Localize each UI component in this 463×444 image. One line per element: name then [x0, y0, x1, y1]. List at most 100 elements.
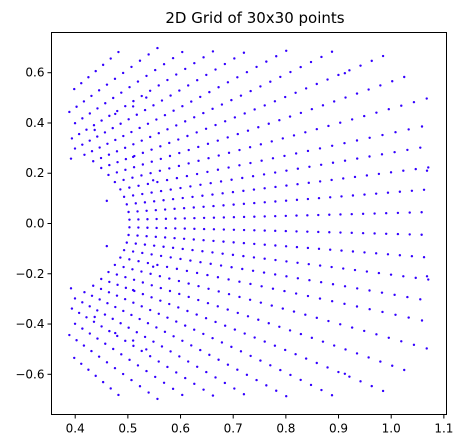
data-point [148, 89, 152, 93]
data-point [226, 363, 230, 366]
data-point [157, 360, 160, 363]
data-point [132, 143, 135, 146]
data-point [73, 147, 77, 150]
data-point [279, 75, 282, 79]
data-point [93, 128, 96, 132]
data-point [138, 59, 142, 62]
data-point [414, 276, 417, 280]
data-point [173, 207, 176, 211]
data-point [363, 114, 366, 118]
data-point [285, 49, 288, 52]
data-point [239, 350, 243, 353]
x-axis: 0.4 0.5 0.6 0.7 0.8 0.9 1.0 1.1 [66, 414, 453, 436]
data-point [257, 318, 260, 321]
data-point [308, 279, 311, 282]
data-point [370, 384, 373, 388]
data-point [420, 125, 424, 128]
data-point [246, 129, 250, 132]
data-point [259, 85, 262, 88]
data-point [284, 199, 288, 202]
data-point [309, 383, 313, 387]
data-point [137, 226, 140, 229]
data-point [206, 170, 209, 174]
data-point [163, 208, 167, 211]
data-point [150, 160, 153, 163]
data-point [137, 259, 140, 263]
data-point [253, 215, 256, 218]
data-point [281, 137, 284, 140]
data-point [343, 159, 347, 162]
data-point [407, 316, 410, 319]
data-point [223, 381, 227, 385]
data-point [270, 304, 273, 307]
data-point [403, 368, 406, 372]
data-point [154, 68, 157, 72]
data-point [148, 355, 152, 358]
data-point [159, 299, 162, 302]
y-axis: −0.6 −0.4 −0.2 0.0 0.2 0.4 0.6 [15, 66, 52, 381]
data-point [107, 270, 110, 274]
data-point [141, 163, 145, 166]
data-point [285, 395, 288, 398]
data-point [332, 100, 336, 103]
data-point [100, 166, 103, 170]
data-point [326, 78, 329, 81]
data-point [317, 196, 321, 200]
data-point [80, 362, 83, 365]
data-point [221, 192, 224, 195]
data-point [147, 53, 150, 56]
data-point [100, 119, 103, 122]
data-point [162, 381, 166, 385]
data-point [146, 226, 149, 229]
data-point [114, 112, 117, 116]
data-point [164, 217, 168, 221]
data-point [131, 176, 134, 179]
data-point [220, 103, 224, 106]
data-point [199, 95, 202, 99]
data-point [114, 331, 117, 335]
data-point [112, 347, 115, 351]
data-point [75, 339, 78, 342]
data-point [394, 131, 397, 134]
data-point [379, 360, 382, 363]
data-point [156, 46, 159, 50]
data-point [131, 155, 135, 159]
data-point [214, 123, 217, 127]
data-point [146, 122, 150, 125]
data-point [396, 211, 400, 215]
data-point [73, 297, 77, 300]
data-point [348, 375, 351, 378]
data-point [217, 86, 220, 89]
data-point [206, 273, 209, 277]
data-point [242, 189, 245, 193]
data-point [420, 211, 423, 214]
data-point [163, 330, 167, 334]
data-point [202, 332, 205, 336]
data-point [245, 70, 249, 74]
data-point [83, 153, 86, 156]
x-tick-label: 0.4 [66, 422, 85, 436]
data-point [105, 244, 109, 248]
data-point [202, 238, 205, 242]
data-point [185, 174, 189, 178]
data-point [238, 295, 241, 299]
data-point [128, 218, 131, 221]
data-point [127, 118, 130, 121]
data-point [158, 169, 162, 173]
data-point [242, 215, 246, 219]
data-point [381, 54, 385, 58]
data-point [105, 361, 109, 364]
data-point [227, 166, 230, 169]
data-point [172, 109, 175, 112]
plot-frame [51, 32, 447, 415]
data-point [269, 80, 272, 83]
data-point [238, 148, 241, 152]
data-point [363, 329, 366, 333]
data-point [199, 348, 202, 352]
data-point [216, 139, 219, 142]
data-point [214, 320, 217, 324]
data-point [233, 116, 237, 119]
data-point [199, 260, 202, 264]
data-point [299, 65, 302, 69]
data-point [166, 365, 169, 369]
